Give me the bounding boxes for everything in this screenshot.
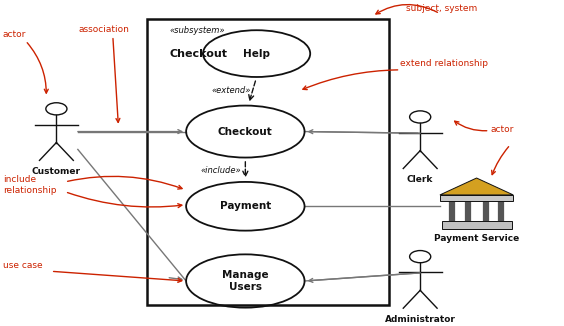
Text: Checkout: Checkout bbox=[218, 126, 273, 137]
Text: actor: actor bbox=[3, 30, 26, 39]
Text: Payment: Payment bbox=[220, 201, 271, 211]
Text: Administrator: Administrator bbox=[385, 315, 456, 324]
Text: Customer: Customer bbox=[32, 167, 81, 176]
Text: Checkout: Checkout bbox=[169, 49, 227, 59]
Text: Payment Service: Payment Service bbox=[434, 234, 519, 243]
Text: association: association bbox=[79, 25, 130, 34]
Text: «include»: «include» bbox=[200, 166, 241, 175]
Bar bbox=[440, 195, 513, 201]
Text: Clerk: Clerk bbox=[407, 175, 433, 184]
Text: use case: use case bbox=[3, 260, 42, 270]
Text: subject, system: subject, system bbox=[406, 4, 477, 13]
Polygon shape bbox=[440, 178, 513, 195]
Bar bbox=[442, 221, 512, 229]
Text: actor: actor bbox=[491, 126, 514, 134]
Text: «subsystem»: «subsystem» bbox=[169, 26, 224, 35]
Text: «extend»: «extend» bbox=[212, 86, 251, 96]
Text: include
relationship: include relationship bbox=[3, 175, 56, 195]
Bar bbox=[147, 20, 389, 305]
Text: extend relationship: extend relationship bbox=[400, 59, 488, 68]
Text: Manage
Users: Manage Users bbox=[222, 270, 268, 292]
Text: Help: Help bbox=[243, 49, 270, 59]
